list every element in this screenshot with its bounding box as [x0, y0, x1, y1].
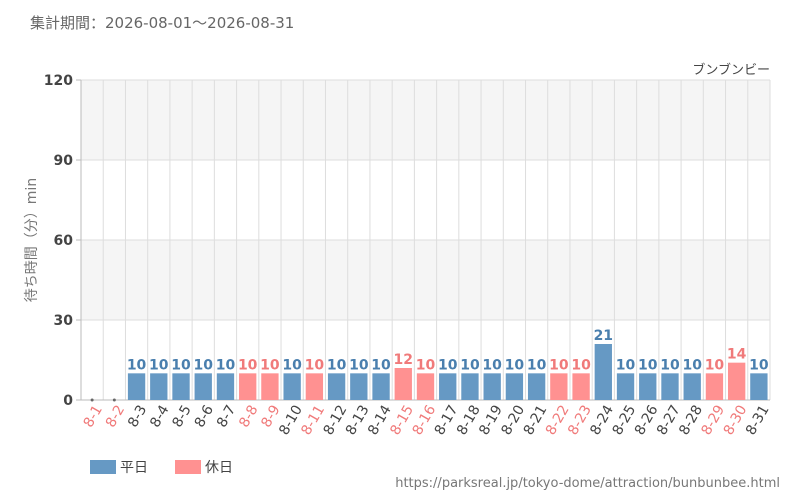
data-label: 10 [416, 357, 436, 373]
data-label: 10 [260, 357, 280, 373]
data-label: 10 [616, 357, 636, 373]
plot-area: 0 30 60 90 120 8-18-2 10 8-3 10 8-4 10 8-5 10 8-6 10 8-… [44, 73, 773, 438]
data-label: 10 [127, 357, 147, 373]
bar [172, 373, 190, 400]
x-tick-label: 8-6 [192, 402, 217, 430]
data-label: 10 [571, 357, 591, 373]
x-tick-label: 8-31 [743, 403, 773, 439]
bar [594, 344, 612, 400]
bar [683, 373, 701, 400]
data-label: 14 [727, 347, 747, 363]
y-tick-label: 120 [44, 73, 73, 89]
legend-label-holiday: 休日 [205, 460, 233, 476]
y-axis-label: 待ち時間（分）min [24, 178, 40, 302]
background-band [81, 240, 770, 320]
bar [394, 368, 412, 400]
x-tick-label: 8-7 [214, 403, 239, 431]
bar [505, 373, 524, 400]
y-tick-label: 60 [54, 233, 74, 249]
bar [261, 373, 279, 400]
empty-marker [90, 398, 94, 402]
data-label: 10 [438, 357, 458, 373]
bar [550, 373, 568, 400]
y-tick-label: 0 [63, 393, 73, 409]
chart-title: ブンブンビー [692, 62, 770, 78]
data-label: 10 [216, 357, 236, 373]
bar [216, 373, 235, 400]
x-tick-label: 8-1 [81, 403, 106, 431]
data-label: 12 [394, 352, 413, 368]
data-label: 10 [305, 357, 325, 373]
data-label: 10 [549, 357, 569, 373]
data-label: 10 [505, 357, 525, 373]
bar [661, 373, 679, 400]
aggregation-period: 集計期間：2026-08-01～2026-08-31 [30, 14, 294, 32]
data-label: 10 [327, 357, 347, 373]
bar [572, 373, 590, 400]
x-tick-label: 8-4 [147, 402, 172, 430]
data-label: 10 [149, 357, 169, 373]
data-label: 10 [660, 357, 680, 373]
data-label: 10 [171, 357, 191, 373]
data-label: 10 [482, 357, 502, 373]
source-url[interactable]: https://parksreal.jp/tokyo-dome/attracti… [395, 476, 780, 491]
data-label: 10 [705, 357, 725, 373]
bar [750, 373, 768, 400]
bar [416, 373, 435, 400]
background-band [81, 80, 770, 160]
y-tick-label: 90 [54, 153, 74, 169]
bar [727, 362, 746, 400]
bar [327, 373, 346, 400]
data-label: 10 [193, 357, 213, 373]
data-label: 10 [349, 357, 369, 373]
data-label: 10 [371, 357, 391, 373]
bar [150, 373, 168, 400]
bar [239, 373, 257, 400]
x-tick-label: 8-8 [236, 403, 261, 431]
legend: 平日 休日 [90, 460, 233, 476]
bar [439, 373, 457, 400]
bar [372, 373, 390, 400]
x-tick-label: 8-2 [103, 403, 128, 431]
x-tick-label: 8-3 [125, 403, 150, 431]
data-label: 10 [460, 357, 480, 373]
bar [127, 373, 146, 400]
legend-swatch-weekday [90, 460, 116, 474]
bar [483, 373, 501, 400]
data-label: 10 [527, 357, 547, 373]
bar [705, 373, 724, 400]
y-tick-label: 30 [54, 313, 74, 329]
data-label: 10 [238, 357, 258, 373]
bar [305, 373, 324, 400]
data-label: 21 [594, 328, 613, 344]
bar [194, 373, 212, 400]
bar [639, 373, 657, 400]
legend-label-weekday: 平日 [120, 460, 148, 476]
data-label: 10 [682, 357, 702, 373]
bar [616, 373, 635, 400]
data-label: 10 [638, 357, 658, 373]
bar [283, 373, 301, 400]
bar [527, 373, 546, 400]
legend-swatch-holiday [175, 460, 201, 474]
data-label: 10 [749, 357, 769, 373]
bar [350, 373, 368, 400]
x-tick-label: 8-5 [170, 403, 195, 431]
bar [461, 373, 479, 400]
data-label: 10 [282, 357, 302, 373]
empty-marker [112, 398, 116, 402]
